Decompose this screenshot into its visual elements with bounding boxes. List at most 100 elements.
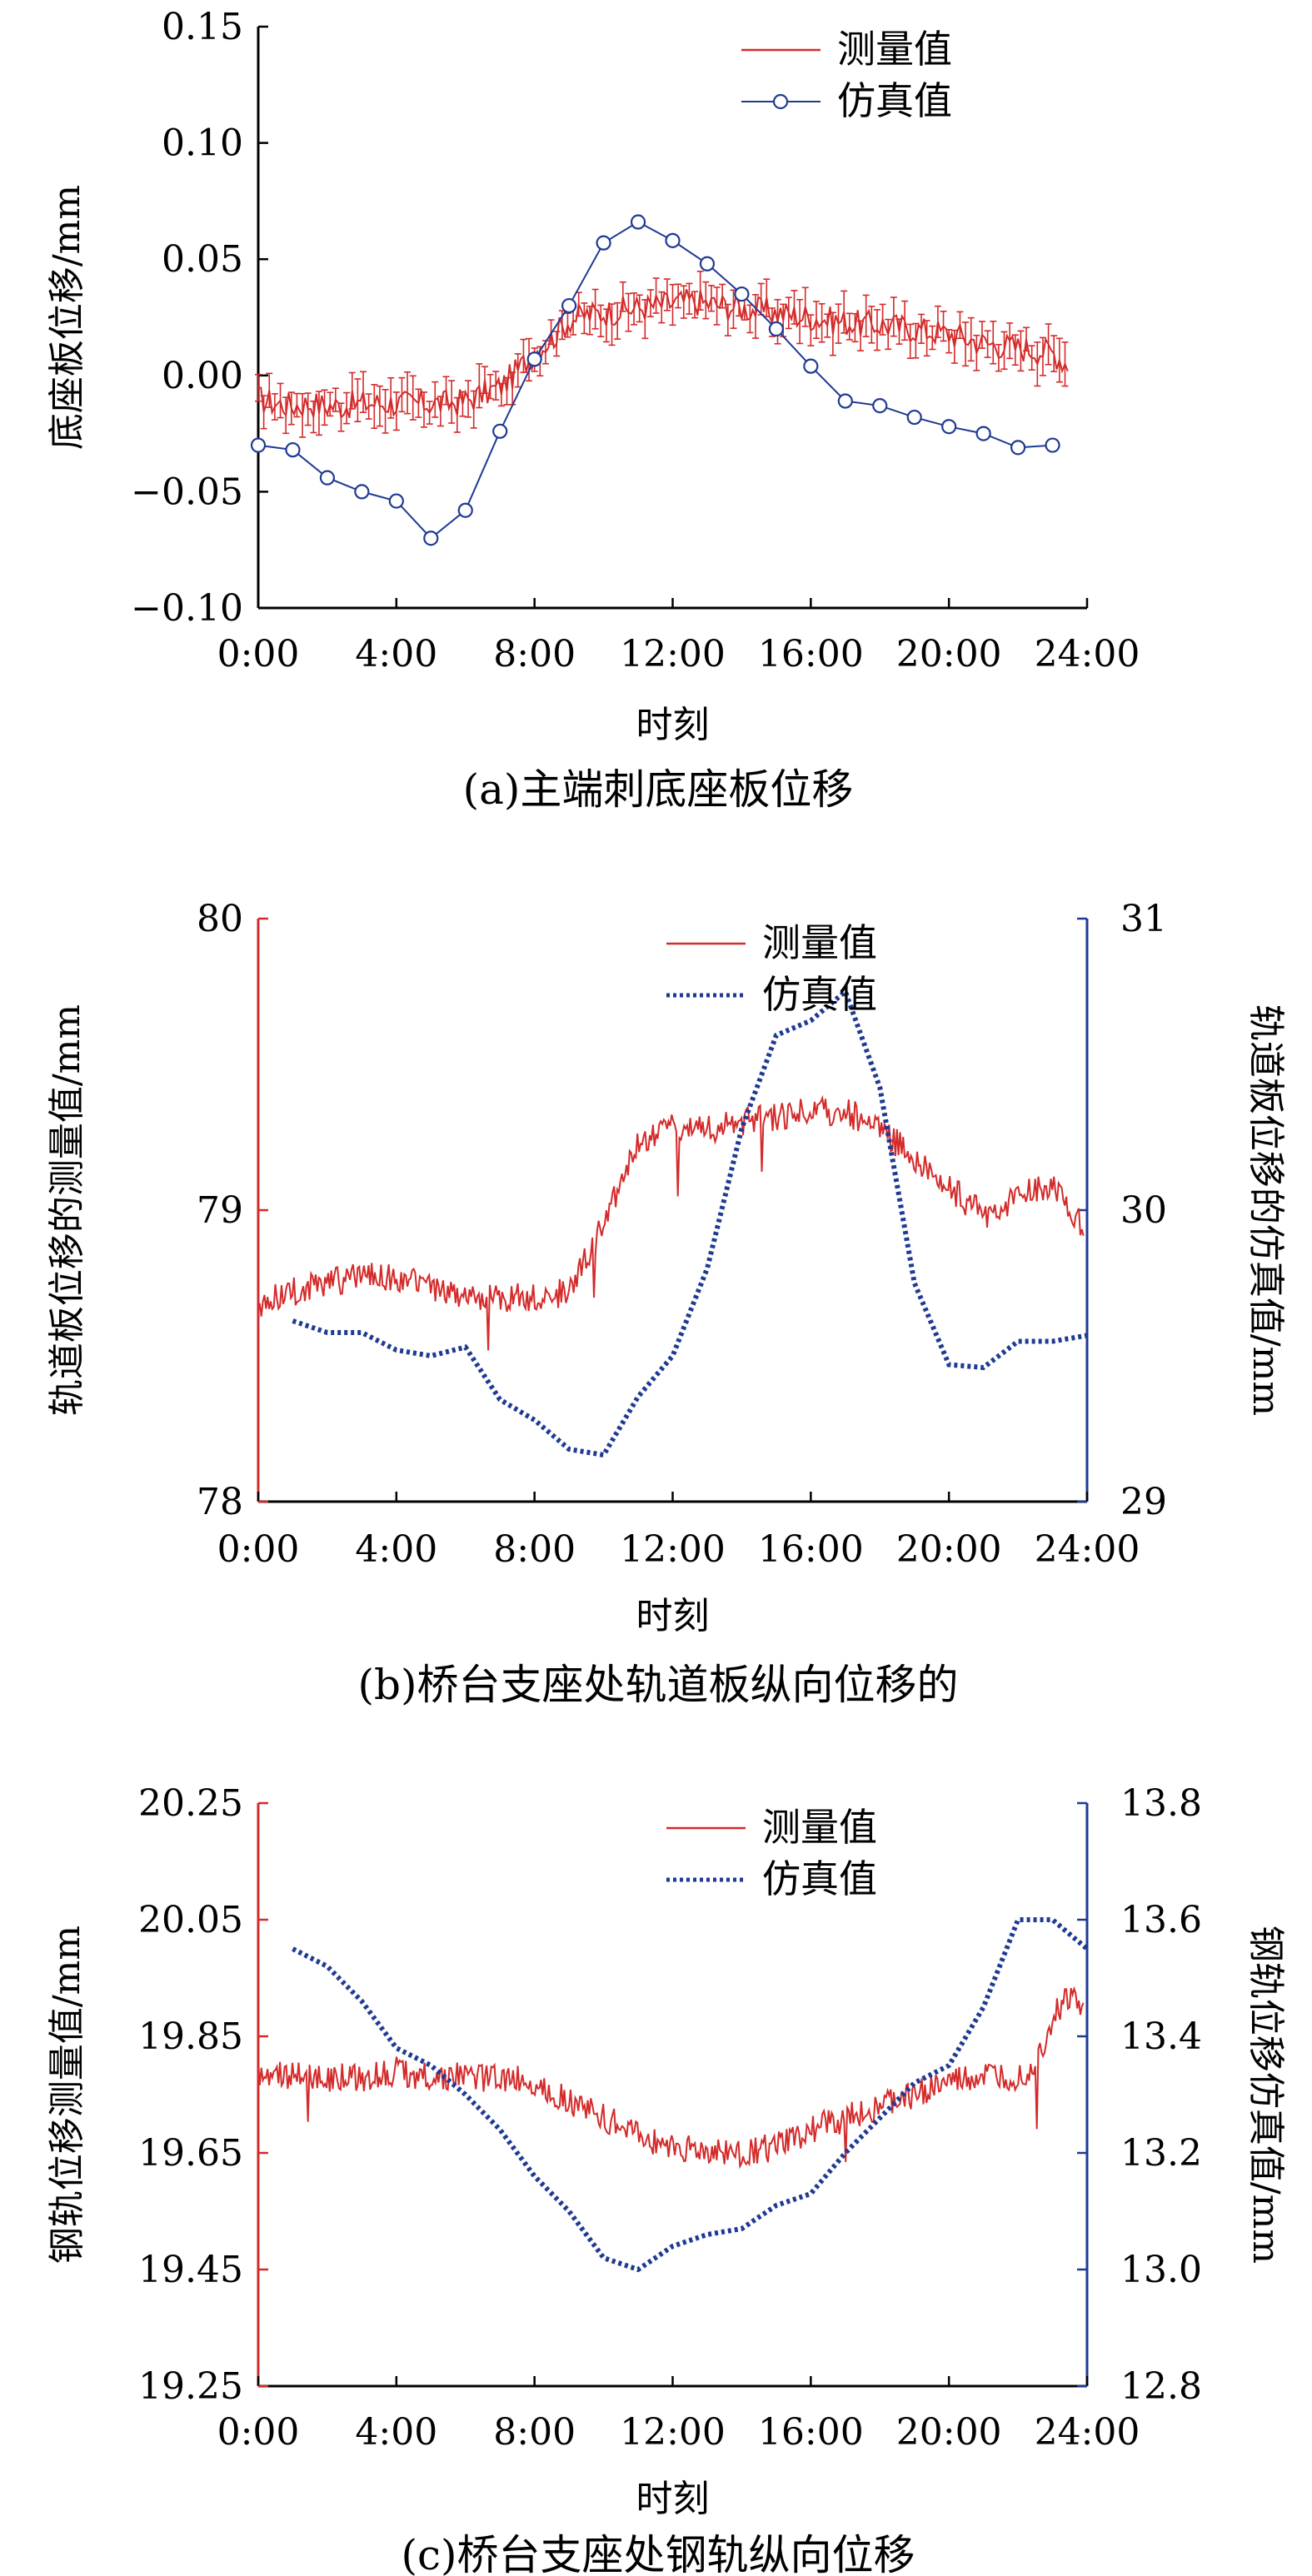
y-tick-label-right: 13.0 xyxy=(1120,2249,1202,2291)
simulated-point xyxy=(319,470,336,486)
y-tick-label: 19.65 xyxy=(138,2132,243,2175)
y-tick-label: 80 xyxy=(197,898,243,940)
y-tick-label: 0.05 xyxy=(162,238,243,281)
y-tick-label-right: 13.2 xyxy=(1120,2132,1202,2175)
x-tick-label: 16:00 xyxy=(758,1528,864,1571)
x-tick-label: 12:00 xyxy=(620,2411,726,2454)
simulated-point xyxy=(837,393,853,409)
simulated-point xyxy=(457,502,473,518)
simulated-point xyxy=(630,214,646,230)
y-tick-label: 19.45 xyxy=(138,2249,243,2291)
x-tick-label: 0:00 xyxy=(217,633,300,675)
y-tick-label-right: 12.8 xyxy=(1120,2365,1202,2408)
simulated-point xyxy=(941,419,957,435)
figure-caption: (b)桥台支座处轨道板纵向位移的 xyxy=(357,1661,958,1709)
x-tick-label: 12:00 xyxy=(620,633,726,675)
measured-line xyxy=(257,1986,1085,2170)
legend-label: 仿真值 xyxy=(837,78,952,123)
simulated-point xyxy=(975,426,991,441)
x-tick-label: 24:00 xyxy=(1035,2411,1140,2454)
simulated-line xyxy=(292,987,1088,1458)
legend-label: 测量值 xyxy=(762,920,877,965)
y-tick-label: 0.00 xyxy=(162,355,243,397)
legend-label: 测量值 xyxy=(837,27,952,72)
simulated-point xyxy=(526,351,542,367)
y-tick-label-right: 30 xyxy=(1120,1189,1167,1232)
y-tick-label-right: 13.4 xyxy=(1120,2015,1202,2058)
simulated-point xyxy=(665,232,681,248)
x-tick-label: 20:00 xyxy=(896,633,1002,675)
y-tick-label-right: 13.6 xyxy=(1120,1899,1202,1941)
simulated-point xyxy=(596,235,611,251)
y-axis-label-right: 轨道板位移的仿真值/mm xyxy=(1245,1004,1287,1416)
y-tick-label: 79 xyxy=(197,1189,243,1232)
y-axis-label: 钢轨位移测量值/mm xyxy=(46,1926,88,2264)
legend-label: 仿真值 xyxy=(762,1856,877,1901)
simulated-point xyxy=(423,531,439,546)
y-tick-label-right: 31 xyxy=(1120,898,1167,940)
x-tick-label: 16:00 xyxy=(758,2411,864,2454)
x-tick-label: 0:00 xyxy=(217,2411,300,2454)
series-measured xyxy=(257,1986,1085,2170)
y-axis-label: 底座板位移/mm xyxy=(46,185,88,450)
x-tick-label: 4:00 xyxy=(355,633,437,675)
series-measured xyxy=(257,1094,1085,1351)
x-tick-label: 4:00 xyxy=(355,1528,437,1571)
series-simulated xyxy=(292,1917,1089,2273)
figure-caption: (a)主端刺底座板位移 xyxy=(463,765,854,814)
legend-label: 测量值 xyxy=(762,1805,877,1850)
simulated-line xyxy=(257,221,1053,540)
x-axis-label: 时刻 xyxy=(636,704,710,746)
chart-c: 0:00 4:00 8:00 12:00 16:00 20:00 24:00 20.25 20.… xyxy=(46,1782,1287,2576)
x-tick-label: 20:00 xyxy=(896,2411,1002,2454)
x-tick-label: 24:00 xyxy=(1035,633,1140,675)
x-tick-label: 24:00 xyxy=(1035,1528,1140,1571)
y-tick-label: 19.85 xyxy=(138,2015,243,2058)
y-tick-label: 78 xyxy=(197,1481,243,1523)
series-measured xyxy=(255,270,1069,438)
legend-label: 仿真值 xyxy=(762,972,877,1017)
measured-line xyxy=(257,1094,1085,1351)
y-tick-label: −0.05 xyxy=(131,471,243,513)
x-tick-label: 4:00 xyxy=(355,2411,437,2454)
simulated-point xyxy=(388,493,404,509)
series-simulated xyxy=(292,987,1088,1458)
y-tick-label: 20.25 xyxy=(138,1782,243,1825)
simulated-point xyxy=(734,286,750,302)
x-tick-label: 8:00 xyxy=(493,633,576,675)
simulated-point xyxy=(699,256,716,272)
simulated-point xyxy=(1045,437,1060,453)
chart-b: 0:00 4:00 8:00 12:00 16:00 20:00 24:00 80 79 78 31… xyxy=(46,898,1287,1709)
x-tick-label: 16:00 xyxy=(758,633,864,675)
simulated-point xyxy=(285,442,301,458)
simulated-point xyxy=(872,397,888,414)
simulated-point xyxy=(906,409,922,426)
x-tick-label: 0:00 xyxy=(217,1528,300,1571)
y-axis-label-right: 钢轨位移仿真值/mm xyxy=(1245,1926,1287,2264)
figure-caption: (c)桥台支座处钢轨纵向位移 xyxy=(401,2531,915,2576)
x-tick-label: 8:00 xyxy=(493,1528,576,1571)
simulated-point xyxy=(561,297,577,314)
legend-marker xyxy=(772,93,789,110)
simulated-point xyxy=(1010,440,1026,456)
y-tick-label: 0.15 xyxy=(162,6,243,48)
y-tick-label: −0.10 xyxy=(131,587,243,630)
simulated-point xyxy=(354,484,370,500)
x-axis-label: 时刻 xyxy=(636,2478,710,2520)
simulated-point xyxy=(250,437,267,453)
chart-a: 0:00 4:00 8:00 12:00 16:00 20:00 24:00 0.15 0.10… xyxy=(46,6,1140,814)
y-axis-label: 轨道板位移的测量值/mm xyxy=(46,1004,88,1416)
y-tick-label: 0.10 xyxy=(162,122,243,165)
x-axis-label: 时刻 xyxy=(636,1595,710,1637)
y-tick-label: 20.05 xyxy=(138,1899,243,1941)
x-tick-label: 20:00 xyxy=(896,1528,1002,1571)
series-simulated xyxy=(250,214,1060,546)
simulated-line xyxy=(292,1917,1089,2273)
simulated-point xyxy=(803,358,819,374)
simulated-point xyxy=(768,321,784,337)
y-tick-label-right: 29 xyxy=(1120,1481,1167,1523)
